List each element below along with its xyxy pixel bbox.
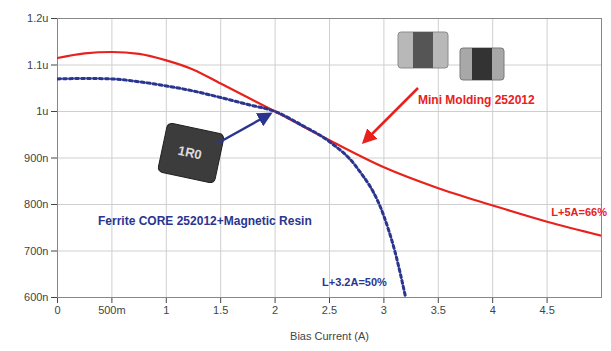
svg-text:2: 2 <box>272 304 278 316</box>
svg-text:4.5: 4.5 <box>539 304 554 316</box>
svg-text:Bias Current (A): Bias Current (A) <box>290 330 369 342</box>
svg-text:600n: 600n <box>24 291 48 303</box>
html-text:1R0: 1R0 <box>176 142 204 163</box>
svg-text:1u: 1u <box>36 105 48 117</box>
svg-text:500m: 500m <box>98 304 126 316</box>
svg-text:2.5: 2.5 <box>322 304 337 316</box>
svg-text:800n: 800n <box>24 198 48 210</box>
svg-text:1.2u: 1.2u <box>27 12 48 24</box>
svg-text:700n: 700n <box>24 245 48 257</box>
svg-text:1.5: 1.5 <box>213 304 228 316</box>
svg-text:4: 4 <box>490 304 496 316</box>
html-text:L+5A=66%: L+5A=66% <box>551 206 607 218</box>
html-text:Ferrite CORE 252012+Magnetic R: Ferrite CORE 252012+Magnetic Resin <box>98 214 312 228</box>
svg-text:1: 1 <box>163 304 169 316</box>
svg-text:0: 0 <box>54 304 60 316</box>
html-text:Mini Molding 252012: Mini Molding 252012 <box>418 93 535 107</box>
svg-text:900n: 900n <box>24 152 48 164</box>
svg-text:3: 3 <box>381 304 387 316</box>
html-text:L+3.2A=50%: L+3.2A=50% <box>322 276 387 288</box>
svg-text:1.1u: 1.1u <box>27 59 48 71</box>
svg-text:3.5: 3.5 <box>431 304 446 316</box>
